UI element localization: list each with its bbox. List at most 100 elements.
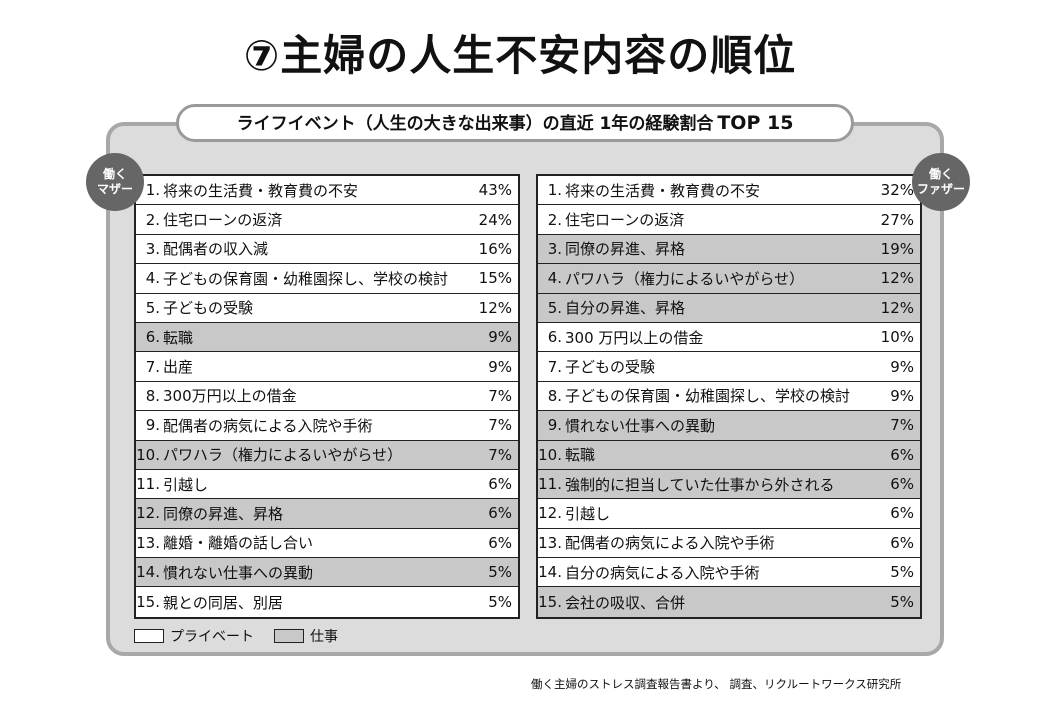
item-percentage: 12% <box>880 298 914 317</box>
item-percentage: 5% <box>488 593 512 612</box>
panel-subtitle: ライフイベント（人生の大きな出来事）の直近 1年の経験割合 TOP 15 <box>176 104 854 142</box>
item-label: パワハラ（権力によるいやがらせ） <box>565 269 805 288</box>
rank-number: 12. <box>136 504 160 523</box>
item-label: 会社の吸収、合併 <box>565 593 686 612</box>
item-percentage: 7% <box>488 445 512 464</box>
legend-work-swatch <box>274 629 304 643</box>
source-note: 働く主婦のストレス調査報告書より、 調査、リクルートワークス研究所 <box>531 677 902 691</box>
item-label: 離婚・離婚の話し合い <box>163 534 314 553</box>
rank-number: 14. <box>538 563 562 582</box>
rank-number: 13. <box>136 533 160 552</box>
rank-number: 4. <box>145 269 160 288</box>
list-item: 7. 出産 9% <box>136 352 518 382</box>
legend-private-swatch <box>134 629 164 643</box>
item-percentage: 9% <box>488 328 512 347</box>
rank-number: 6. <box>547 328 562 347</box>
item-label: 子どもの受験 <box>163 299 254 318</box>
list-item: 11. 強制的に担当していた仕事から外される 6% <box>538 469 920 500</box>
item-percentage: 43% <box>478 181 512 200</box>
rank-number: 3. <box>145 239 160 258</box>
subtitle-text: ライフイベント（人生の大きな出来事）の直近 1年の経験割合 <box>236 114 714 134</box>
legend: プライベート 仕事 <box>134 626 338 646</box>
item-label: 住宅ローンの返済 <box>163 211 283 230</box>
item-label: 配偶者の病気による入院や手術 <box>565 534 775 553</box>
rank-number: 1. <box>145 181 160 200</box>
list-item: 4. パワハラ（権力によるいやがらせ） 12% <box>538 264 920 294</box>
item-label: 同僚の昇進、昇格 <box>163 504 284 523</box>
item-percentage: 6% <box>488 533 512 552</box>
item-percentage: 15% <box>478 269 512 288</box>
item-percentage: 27% <box>880 210 914 229</box>
rank-number: 6. <box>145 328 160 347</box>
rank-number: 10. <box>136 445 160 464</box>
list-item: 3. 同僚の昇進、昇格 19% <box>538 234 920 265</box>
badge-line: マザー <box>96 182 133 196</box>
item-percentage: 5% <box>890 563 914 582</box>
list-item: 5. 自分の昇進、昇格 12% <box>538 293 920 323</box>
list-item: 1. 将来の生活費・教育費の不安 32% <box>538 176 920 206</box>
rank-number: 1. <box>547 181 562 200</box>
rank-number: 9. <box>547 416 562 435</box>
item-percentage: 32% <box>880 181 914 200</box>
rank-number: 7. <box>145 357 160 376</box>
list-item: 12. 引越し 6% <box>538 499 920 529</box>
item-percentage: 12% <box>880 269 914 288</box>
list-item: 1. 将来の生活費・教育費の不安 43% <box>136 176 518 206</box>
item-percentage: 9% <box>488 357 512 376</box>
item-label: 配偶者の病気による入院や手術 <box>163 416 373 435</box>
rank-number: 15. <box>136 593 160 612</box>
item-label: パワハラ（権力によるいやがらせ） <box>163 446 403 465</box>
list-item: 14. 慣れない仕事への異動 5% <box>136 558 518 588</box>
item-percentage: 19% <box>880 239 914 258</box>
working-father-badge: 働く ファザー <box>912 153 970 211</box>
item-percentage: 6% <box>488 504 512 523</box>
rank-number: 2. <box>547 210 562 229</box>
working-father-ranking-list: 1. 将来の生活費・教育費の不安 32% 2. 住宅ローンの返済 27% 3. 同僚の昇進、昇… <box>536 174 922 619</box>
item-label: 親との同居、別居 <box>163 593 283 612</box>
item-label: 転職 <box>565 446 596 465</box>
list-item: 15. 会社の吸収、合併 5% <box>538 587 920 617</box>
rank-number: 12. <box>538 504 562 523</box>
item-label: 慣れない仕事への異動 <box>565 416 716 435</box>
item-percentage: 7% <box>488 416 512 435</box>
item-label: 子どもの保育園・幼稚園探し、学校の検討 <box>163 269 449 288</box>
rank-number: 9. <box>145 416 160 435</box>
item-percentage: 5% <box>488 563 512 582</box>
rank-number: 5. <box>547 298 562 317</box>
item-label: 転職 <box>163 328 194 347</box>
item-label: 引越し <box>163 475 209 494</box>
item-percentage: 16% <box>478 239 512 258</box>
list-item: 11. 引越し 6% <box>136 470 518 500</box>
page-title: ⑦主婦の人生不安内容の順位 <box>243 31 797 80</box>
list-item: 2. 住宅ローンの返済 24% <box>136 205 518 235</box>
rank-number: 10. <box>538 445 562 464</box>
rank-number: 11. <box>538 475 562 494</box>
list-item: 14. 自分の病気による入院や手術 5% <box>538 558 920 588</box>
rank-number: 2. <box>145 210 160 229</box>
list-item: 7. 子どもの受験 9% <box>538 352 920 382</box>
item-percentage: 6% <box>890 475 914 494</box>
list-item: 13. 配偶者の病気による入院や手術 6% <box>538 529 920 559</box>
legend-work-label: 仕事 <box>310 629 338 645</box>
item-percentage: 6% <box>488 475 512 494</box>
item-label: 将来の生活費・教育費の不安 <box>163 181 359 200</box>
item-label: 慣れない仕事への異動 <box>163 563 314 582</box>
item-label: 同僚の昇進、昇格 <box>565 240 686 259</box>
list-item: 8. 子どもの保育園・幼稚園探し、学校の検討 9% <box>538 382 920 412</box>
item-label: 引越し <box>565 504 611 523</box>
item-label: 将来の生活費・教育費の不安 <box>565 181 761 200</box>
item-percentage: 12% <box>478 298 512 317</box>
list-item: 6. 転職 9% <box>136 322 518 353</box>
list-item: 15. 親との同居、別居 5% <box>136 587 518 616</box>
item-label: 住宅ローンの返済 <box>565 211 685 230</box>
list-item: 4. 子どもの保育園・幼稚園探し、学校の検討 15% <box>136 264 518 294</box>
list-item: 9. 慣れない仕事への異動 7% <box>538 411 920 441</box>
item-percentage: 7% <box>488 386 512 405</box>
item-label: 子どもの受験 <box>565 358 656 377</box>
list-item: 2. 住宅ローンの返済 27% <box>538 205 920 235</box>
rank-number: 13. <box>538 533 562 552</box>
list-item: 10. 転職 6% <box>538 440 920 470</box>
item-percentage: 7% <box>890 416 914 435</box>
list-item: 3. 配偶者の収入減 16% <box>136 235 518 265</box>
list-item: 13. 離婚・離婚の話し合い 6% <box>136 529 518 559</box>
